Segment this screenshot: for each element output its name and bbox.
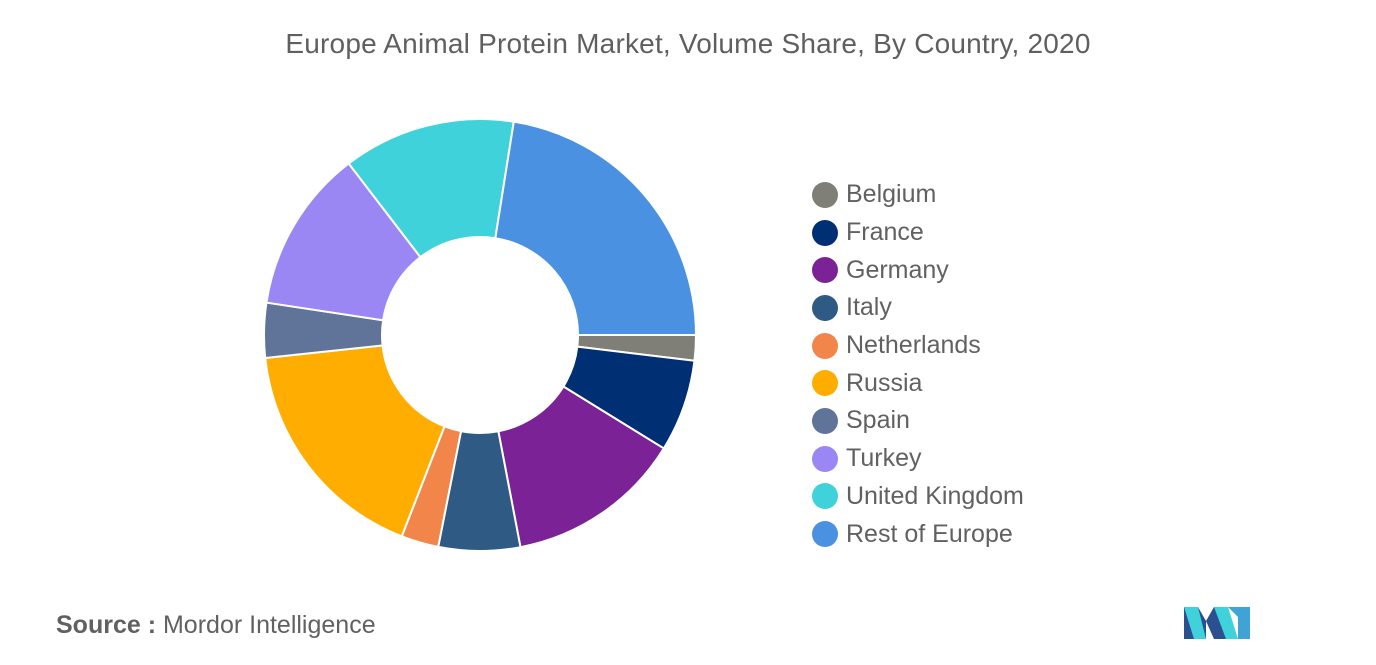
legend-label: Rest of Europe <box>846 519 1013 548</box>
legend-item: Russia <box>812 364 1024 402</box>
legend-item: Italy <box>812 289 1024 327</box>
donut-slice-germany <box>497 385 666 549</box>
chart-title: Europe Animal Protein Market, Volume Sha… <box>285 28 1091 59</box>
legend-label: Spain <box>846 406 910 435</box>
legend-marker-icon <box>812 445 838 472</box>
legend-marker-icon <box>812 370 838 397</box>
legend-marker-icon <box>812 219 838 246</box>
legend-marker-icon <box>812 181 838 208</box>
source-note: Source : Mordor Intelligence <box>56 611 376 640</box>
legend-marker-icon <box>812 521 838 548</box>
legend-label: Italy <box>846 293 892 322</box>
legend-item: Spain <box>812 402 1024 440</box>
donut-chart <box>263 118 698 552</box>
legend-label: Netherlands <box>846 331 981 360</box>
legend-item: Rest of Europe <box>812 515 1024 553</box>
legend-marker-icon <box>812 483 838 510</box>
legend-label: Russia <box>846 368 923 397</box>
legend-marker-icon <box>812 294 838 321</box>
source-label: Source : <box>56 611 157 639</box>
legend-marker-icon <box>812 407 838 434</box>
legend-item: France <box>812 214 1024 252</box>
legend-item: Germany <box>812 251 1024 289</box>
legend-item: United Kingdom <box>812 478 1024 516</box>
legend-label: United Kingdom <box>846 481 1024 510</box>
donut-slice-russia <box>264 344 446 538</box>
legend-label: Belgium <box>846 180 937 209</box>
legend-marker-icon <box>812 332 838 359</box>
legend-label: Turkey <box>846 444 922 473</box>
donut-slice-united-kingdom <box>347 118 515 259</box>
legend-item: Turkey <box>812 440 1024 478</box>
legend-item: Belgium <box>812 176 1024 214</box>
chart-legend: Belgium France Germany Italy Netherlands Russ… <box>812 176 1024 553</box>
source-text: Mordor Intelligence <box>162 611 376 639</box>
legend-label: France <box>846 218 924 247</box>
donut-slice-rest-of-europe <box>494 120 698 336</box>
legend-label: Germany <box>846 255 949 284</box>
legend-item: Netherlands <box>812 327 1024 365</box>
mordor-intelligence-logo-icon <box>1184 607 1250 639</box>
legend-marker-icon <box>812 257 838 284</box>
